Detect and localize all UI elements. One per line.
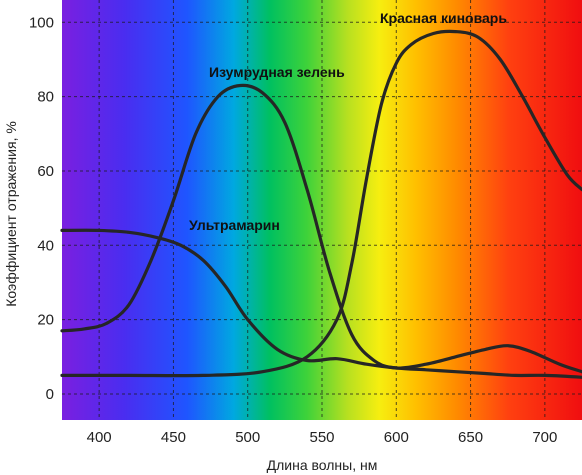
series-label-red-cinnabar: Красная киноварь: [380, 10, 507, 26]
x-tick-label: 650: [458, 429, 483, 446]
x-tick-label: 700: [532, 429, 557, 446]
x-tick-label: 450: [161, 429, 186, 446]
x-tick-label: 600: [384, 429, 409, 446]
y-axis-title: Коэффициент отражения, %: [3, 121, 19, 307]
y-tick-label: 80: [37, 89, 54, 106]
y-tick-labels: 0 20 40 60 80 100: [29, 14, 54, 403]
x-tick-labels: 400 450 500 550 600 650 700: [87, 429, 558, 446]
series-line-emerald-green: [60, 83, 582, 374]
y-tick-label: 60: [37, 163, 54, 180]
x-axis-title: Длина волны, нм: [267, 457, 378, 473]
x-tick-label: 400: [87, 429, 112, 446]
series-line-red-cinnabar: [60, 29, 582, 378]
y-tick-label: 40: [37, 237, 54, 254]
curves: [60, 29, 582, 379]
y-tick-label: 20: [37, 312, 54, 329]
series-label-emerald-green: Изумрудная зелень: [209, 64, 345, 80]
y-tick-label: 0: [46, 386, 54, 403]
x-tick-label: 500: [235, 429, 260, 446]
x-tick-label: 550: [309, 429, 334, 446]
y-tick-label: 100: [29, 14, 54, 31]
series-label-ultramarine: Ультрамарин: [189, 217, 280, 233]
